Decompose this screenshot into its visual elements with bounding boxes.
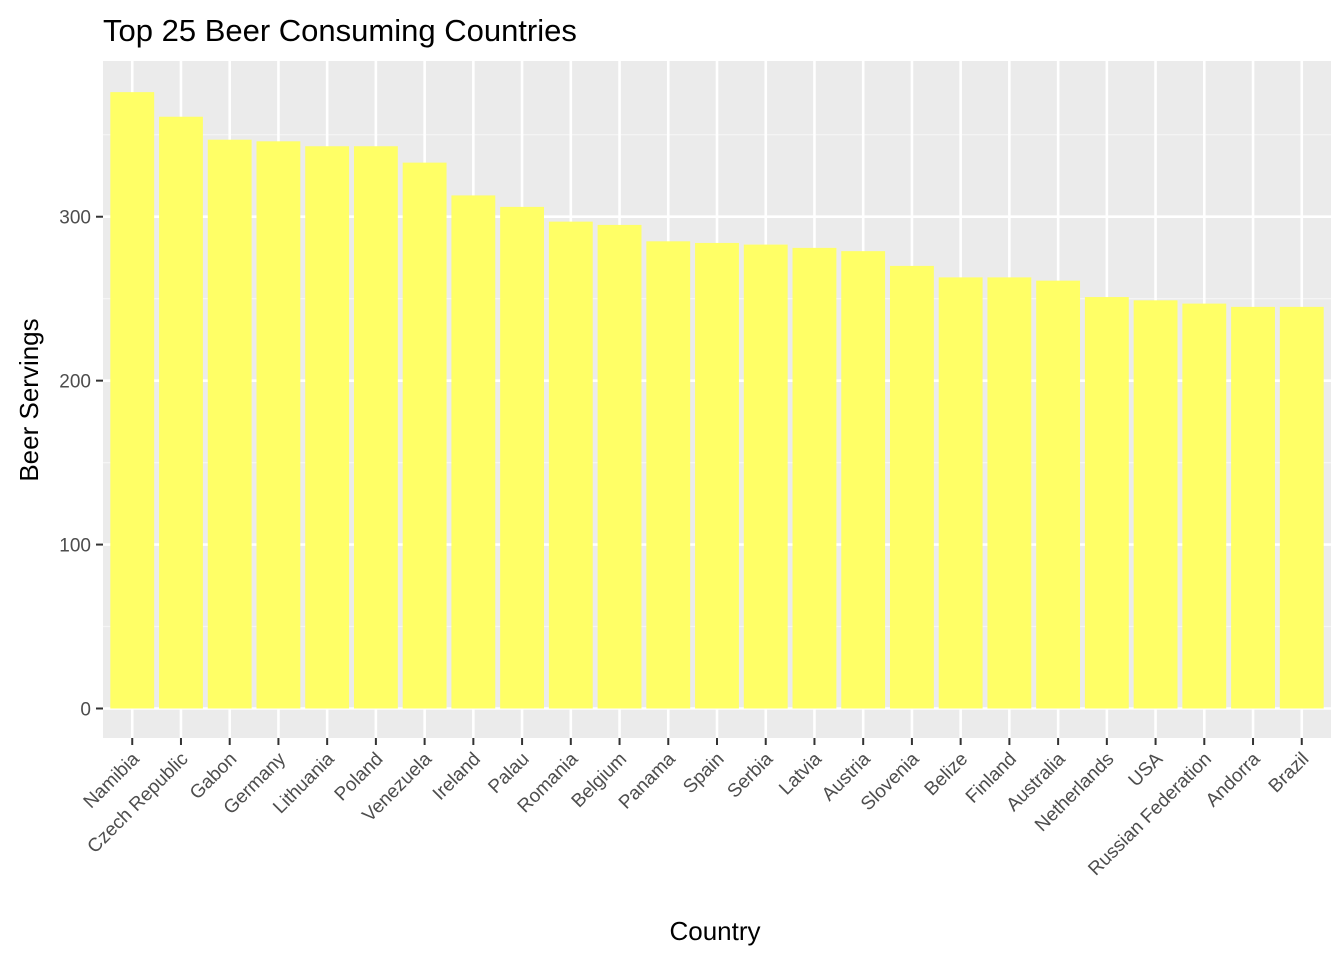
x-tick-label: Spain — [679, 749, 728, 798]
y-tick-label: 200 — [59, 372, 91, 393]
bar-venezuela — [402, 162, 447, 709]
bar-germany — [256, 141, 301, 709]
bar-romania — [548, 221, 593, 709]
bar-australia — [1036, 280, 1081, 709]
y-tick-label: 100 — [59, 536, 91, 557]
bar-serbia — [743, 244, 788, 709]
bar-palau — [500, 206, 545, 709]
bar-finland — [987, 277, 1032, 709]
x-tick-label: Andorra — [1202, 748, 1265, 811]
bar-andorra — [1231, 306, 1275, 709]
bar-lithuania — [305, 146, 350, 709]
bars — [110, 92, 1324, 709]
chart-title: Top 25 Beer Consuming Countries — [103, 13, 577, 48]
y-tick-label: 300 — [59, 208, 91, 229]
bar-belize — [938, 277, 983, 709]
x-tick-label: Serbia — [724, 748, 778, 802]
bar-netherlands — [1084, 297, 1129, 709]
bar-usa — [1133, 300, 1178, 709]
bar-poland — [353, 146, 398, 709]
x-tick-label: Brazil — [1265, 749, 1313, 797]
y-tick-label: 0 — [80, 699, 91, 720]
bar-namibia — [110, 92, 155, 709]
bar-latvia — [792, 247, 837, 709]
x-axis-title: Country — [669, 916, 760, 946]
bar-gabon — [207, 139, 252, 709]
bar-ireland — [451, 195, 496, 709]
y-axis: 0 100 200 300 — [59, 208, 103, 720]
bar-brazil — [1279, 306, 1324, 709]
bar-slovenia — [889, 265, 934, 709]
x-tick-label: USA — [1125, 748, 1168, 791]
bar-austria — [841, 251, 886, 709]
y-axis-title: Beer Servings — [14, 318, 44, 481]
bar-belgium — [597, 224, 642, 709]
bar-spain — [695, 242, 739, 709]
bar-czech-republic — [159, 116, 203, 709]
bar-russian-federation — [1182, 303, 1227, 709]
bar-panama — [646, 241, 691, 709]
x-tick-label: Ireland — [429, 749, 485, 805]
